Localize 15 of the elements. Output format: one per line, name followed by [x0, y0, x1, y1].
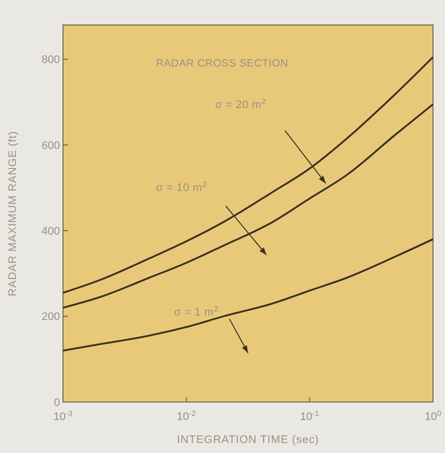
y-tick-label: 400: [42, 225, 60, 238]
annotation: σ = 10 m$^{2}$: [156, 179, 207, 194]
y-axis-title: RADAR MAXIMUM RANGE (ft): [7, 130, 19, 296]
x-tick-label: 10$^{-3}$: [53, 408, 73, 423]
x-tick-label: 10$^{-1}$: [300, 408, 320, 423]
annotation: σ = 20 m$^{2}$: [215, 96, 266, 111]
x-tick-label: 10$^{-2}$: [176, 408, 196, 423]
y-tick-label: 600: [42, 140, 60, 152]
y-tick-label: 0: [54, 396, 60, 409]
x-axis-title: INTEGRATION TIME (sec): [177, 434, 319, 446]
x-tick-label: 10$^{0}$: [424, 408, 442, 423]
y-tick-label: 200: [42, 311, 60, 324]
y-tick-label: 800: [42, 54, 60, 66]
annotation: RADAR CROSS SECTION: [156, 57, 288, 70]
annotation: σ = 1 m$^{2}$: [174, 304, 218, 318]
